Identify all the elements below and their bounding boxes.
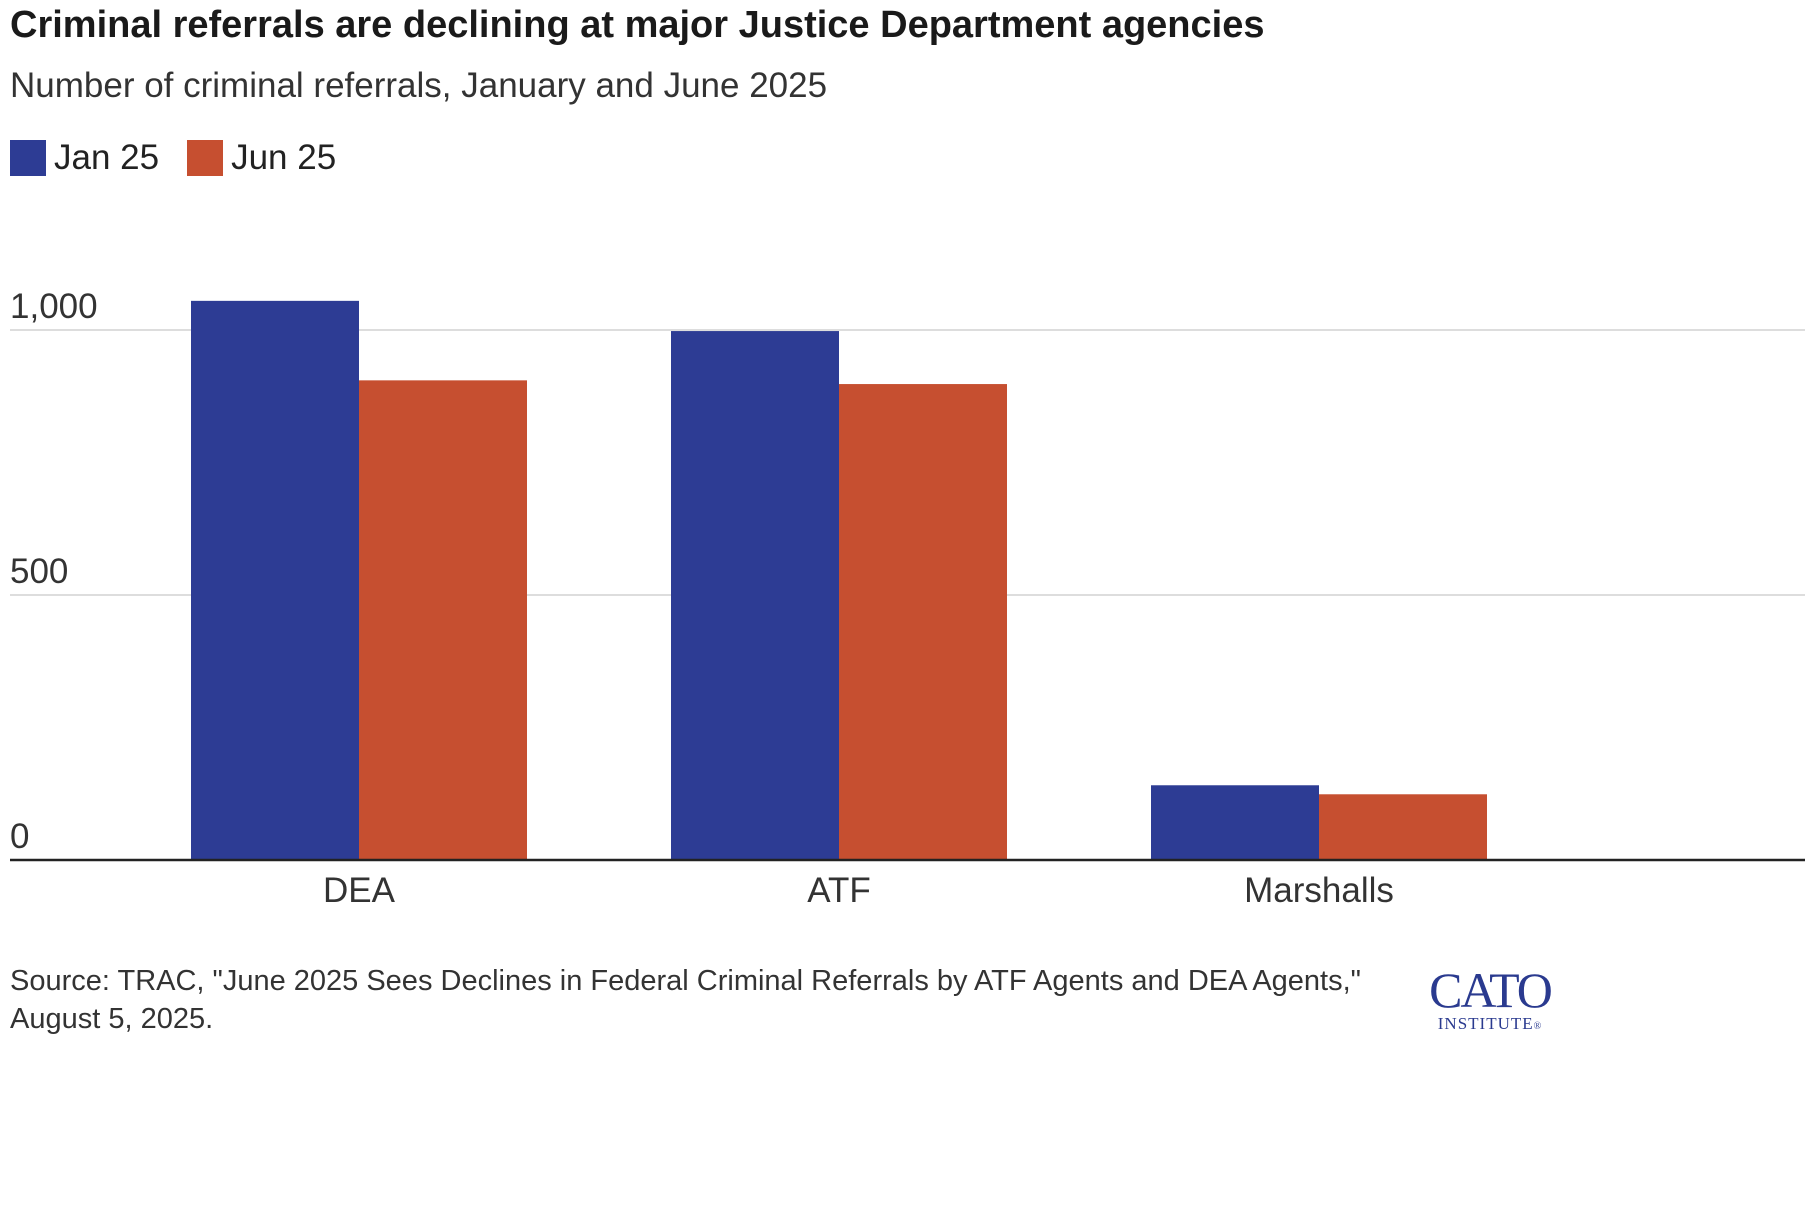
x-tick-label-dea: DEA: [323, 871, 396, 910]
cato-logo: CATO INSTITUTE®: [1420, 965, 1560, 1036]
bar-dea-jun-25: [359, 380, 527, 860]
logo-wordmark: CATO: [1429, 962, 1553, 1018]
bar-marshalls-jun-25: [1319, 794, 1487, 860]
legend-item-jun: Jun 25: [187, 138, 336, 178]
logo-subtitle: INSTITUTE®: [1420, 1015, 1560, 1036]
y-tick-label-0: 0: [10, 817, 29, 856]
bar-atf-jan-25: [671, 331, 839, 860]
legend: Jan 25 Jun 25: [10, 138, 364, 178]
source-note: Source: TRAC, "June 2025 Sees Declines i…: [10, 965, 1361, 1035]
logo-subtitle-text: INSTITUTE: [1437, 1014, 1534, 1033]
y-tick-label-500: 500: [10, 552, 68, 591]
legend-label-jan: Jan 25: [54, 138, 160, 177]
x-tick-label-marshalls: Marshalls: [1244, 871, 1394, 910]
bar-marshalls-jan-25: [1151, 785, 1319, 860]
legend-swatch-jan: [10, 140, 46, 176]
legend-label-jun: Jun 25: [231, 138, 337, 177]
chart-subtitle: Number of criminal referrals, January an…: [10, 66, 828, 105]
legend-item-jan: Jan 25: [10, 138, 159, 178]
bar-dea-jan-25: [191, 300, 359, 861]
y-tick-label-1000: 1,000: [10, 287, 98, 326]
x-tick-label-atf: ATF: [807, 871, 871, 910]
bar-atf-jun-25: [839, 384, 1007, 860]
logo-registered-mark: ®: [1533, 1021, 1543, 1032]
chart-title: Criminal referrals are declining at majo…: [10, 4, 1265, 46]
legend-swatch-jun: [187, 140, 224, 176]
